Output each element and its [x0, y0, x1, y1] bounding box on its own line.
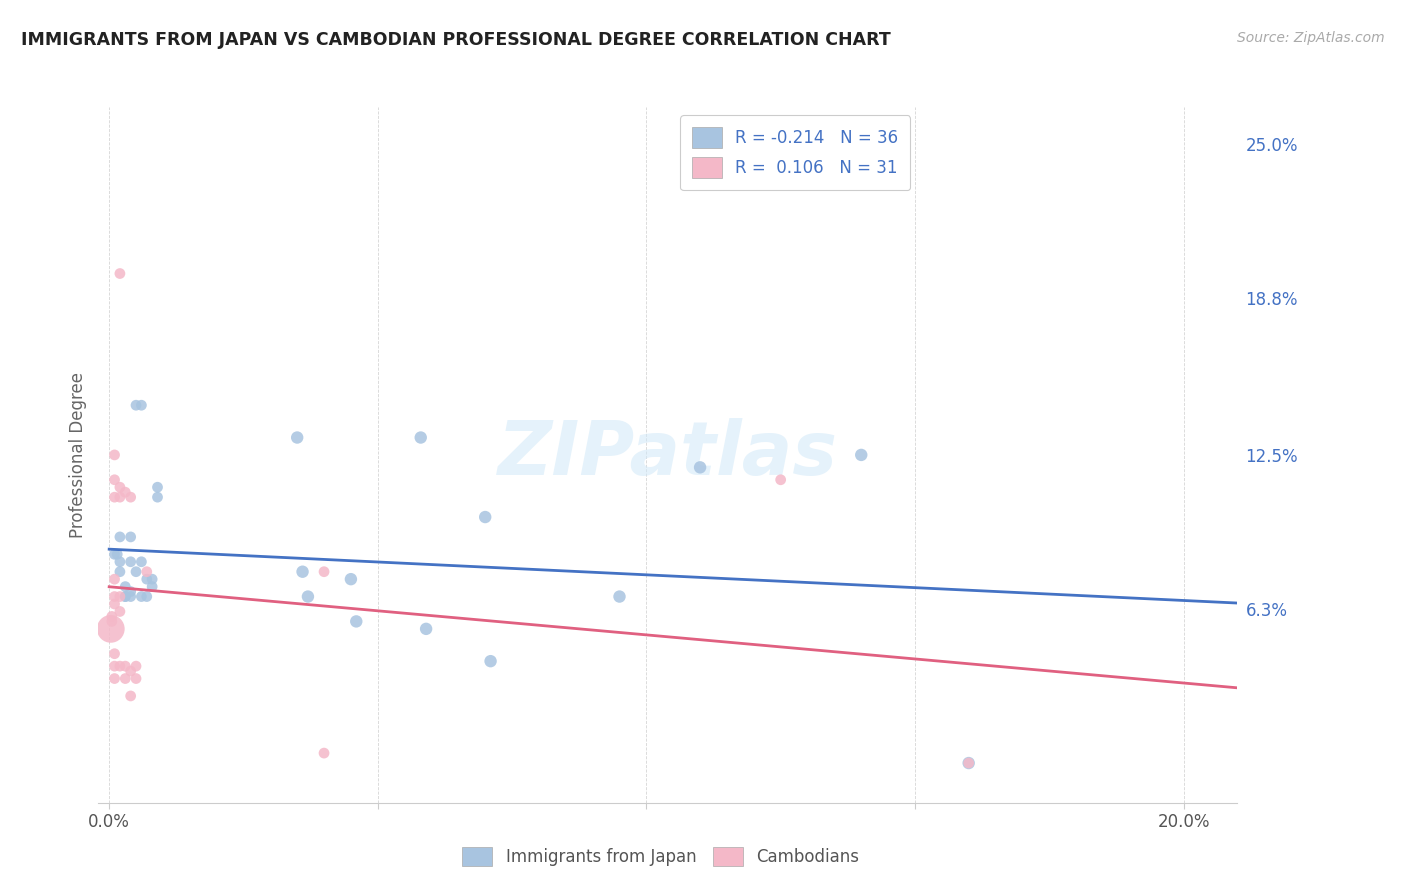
- Point: [120, 664, 142, 678]
- Text: IMMIGRANTS FROM JAPAN VS CAMBODIAN PROFESSIONAL DEGREE CORRELATION CHART: IMMIGRANTS FROM JAPAN VS CAMBODIAN PROFE…: [21, 31, 891, 49]
- Point: [103, 547, 125, 561]
- Point: [125, 672, 148, 686]
- Point: [285, 430, 308, 444]
- Point: [101, 615, 124, 629]
- Point: [103, 590, 125, 604]
- Point: [135, 565, 157, 579]
- Point: [125, 659, 148, 673]
- Point: [114, 485, 136, 500]
- Point: [957, 756, 980, 770]
- Point: [103, 448, 125, 462]
- Point: [108, 605, 131, 619]
- Point: [120, 689, 142, 703]
- Point: [851, 448, 873, 462]
- Point: [141, 580, 163, 594]
- Point: [108, 659, 131, 673]
- Point: [114, 659, 136, 673]
- Point: [312, 565, 335, 579]
- Point: [103, 672, 125, 686]
- Point: [131, 398, 153, 412]
- Point: [108, 490, 131, 504]
- Point: [479, 654, 502, 668]
- Point: [141, 572, 163, 586]
- Point: [474, 510, 496, 524]
- Point: [105, 547, 128, 561]
- Point: [297, 590, 319, 604]
- Point: [957, 756, 980, 770]
- Point: [409, 430, 432, 444]
- Point: [114, 590, 136, 604]
- Point: [135, 572, 157, 586]
- Point: [103, 659, 125, 673]
- Point: [103, 647, 125, 661]
- Point: [344, 615, 367, 629]
- Point: [340, 572, 363, 586]
- Point: [146, 480, 169, 494]
- Y-axis label: Professional Degree: Professional Degree: [69, 372, 87, 538]
- Point: [131, 555, 153, 569]
- Point: [609, 590, 631, 604]
- Point: [114, 590, 136, 604]
- Point: [689, 460, 711, 475]
- Legend: R = -0.214   N = 36, R =  0.106   N = 31: R = -0.214 N = 36, R = 0.106 N = 31: [681, 115, 910, 190]
- Point: [125, 565, 148, 579]
- Point: [108, 565, 131, 579]
- Point: [291, 565, 314, 579]
- Point: [769, 473, 792, 487]
- Point: [108, 555, 131, 569]
- Text: ZIPatlas: ZIPatlas: [498, 418, 838, 491]
- Point: [120, 590, 142, 604]
- Point: [100, 622, 122, 636]
- Point: [120, 584, 142, 599]
- Point: [120, 490, 142, 504]
- Point: [103, 597, 125, 611]
- Point: [103, 490, 125, 504]
- Point: [108, 480, 131, 494]
- Point: [108, 530, 131, 544]
- Legend: Immigrants from Japan, Cambodians: Immigrants from Japan, Cambodians: [454, 838, 868, 875]
- Text: Source: ZipAtlas.com: Source: ZipAtlas.com: [1237, 31, 1385, 45]
- Point: [101, 609, 124, 624]
- Point: [114, 580, 136, 594]
- Point: [131, 590, 153, 604]
- Point: [125, 398, 148, 412]
- Point: [120, 555, 142, 569]
- Point: [108, 267, 131, 281]
- Point: [135, 590, 157, 604]
- Point: [103, 473, 125, 487]
- Point: [114, 672, 136, 686]
- Point: [415, 622, 437, 636]
- Point: [120, 530, 142, 544]
- Point: [312, 746, 335, 760]
- Point: [146, 490, 169, 504]
- Point: [108, 590, 131, 604]
- Point: [103, 572, 125, 586]
